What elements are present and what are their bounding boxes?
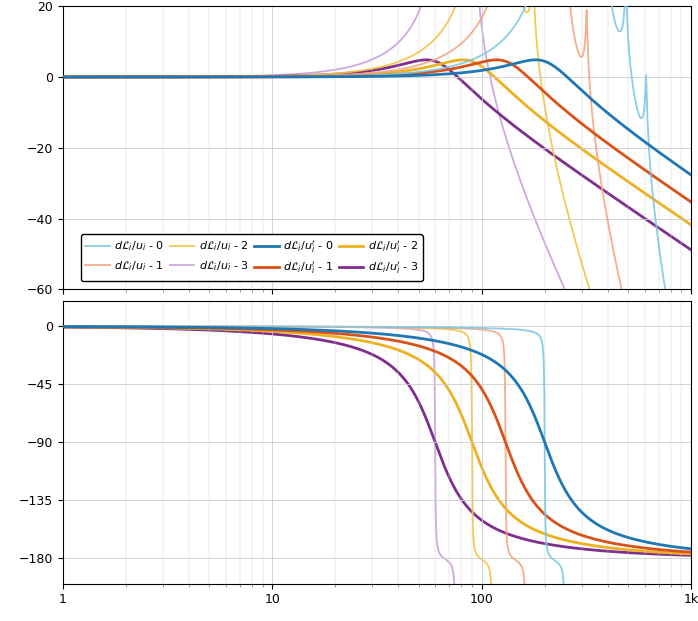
Legend: $d\mathcal{L}_i/u_i$ - 0, $d\mathcal{L}_i/u_i$ - 1, $d\mathcal{L}_i/u_i$ - 2, $d: $d\mathcal{L}_i/u_i$ - 0, $d\mathcal{L}_… bbox=[81, 235, 422, 281]
